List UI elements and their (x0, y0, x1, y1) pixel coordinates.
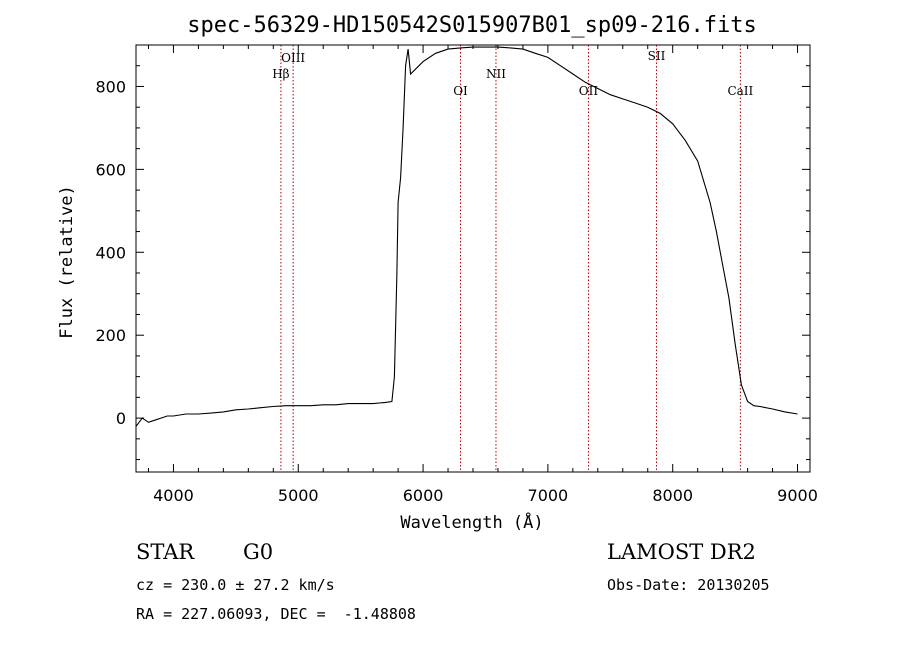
annotation-label: SII (648, 49, 666, 63)
plot-frame (135, 44, 811, 473)
x-axis: 4000 5000 6000 7000 8000 9000 (147, 45, 818, 505)
annotation-label: OI (453, 84, 468, 98)
y-axis: 0 200 400 600 800 (95, 44, 810, 461)
y-tick-label: 200 (95, 326, 126, 345)
annotation-label: NII (486, 67, 506, 81)
x-tick-label: 6000 (403, 486, 444, 505)
y-tick-label: 0 (116, 409, 126, 428)
redshift-cz: cz = 230.0 ± 27.2 km/s (136, 576, 335, 594)
spectrum-series (135, 46, 798, 427)
object-subclass: G0 (243, 540, 274, 564)
x-axis-label: Wavelength (Å) (400, 511, 543, 533)
coordinates: RA = 227.06093, DEC = -1.48808 (136, 605, 416, 623)
line-annotations: Hβ OIII OI NII OII SII CaII (272, 45, 754, 472)
survey-name: LAMOST DR2 (607, 540, 756, 564)
x-tick-label: 4000 (153, 486, 194, 505)
y-tick-label: 400 (95, 243, 126, 262)
annotation-label: OII (579, 84, 599, 98)
x-tick-label: 7000 (528, 486, 569, 505)
spectrum-line (135, 46, 798, 427)
observation-date: Obs-Date: 20130205 (607, 576, 770, 594)
x-tick-label: 5000 (278, 486, 319, 505)
chart-title: spec-56329-HD150542S015907B01_sp09-216.f… (187, 13, 757, 38)
y-axis-label: Flux (relative) (57, 185, 77, 339)
object-class: STAR (136, 540, 195, 564)
annotation-label: Hβ (272, 67, 289, 81)
x-tick-label: 8000 (652, 486, 693, 505)
x-tick-label: 9000 (777, 486, 818, 505)
y-tick-label: 600 (95, 160, 126, 179)
y-tick-label: 800 (95, 77, 126, 96)
annotation-label: CaII (727, 84, 753, 98)
annotation-label: OIII (281, 51, 305, 65)
